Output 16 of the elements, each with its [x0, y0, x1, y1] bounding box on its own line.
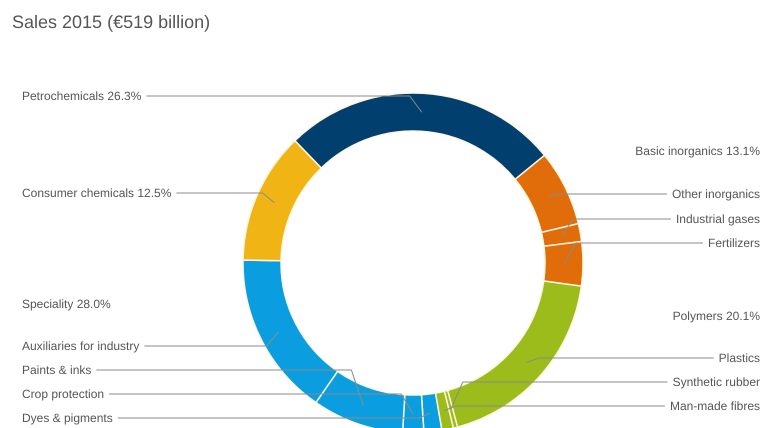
slice-label: Auxiliaries for industry — [22, 339, 140, 353]
slice-label: Industrial gases — [676, 212, 760, 226]
slice-label: Other inorganics — [672, 187, 760, 201]
slice-label: Synthetic rubber — [672, 375, 760, 389]
slice-label: Consumer chemicals 12.5% — [22, 186, 172, 200]
chart-title: Sales 2015 (€519 billion) — [12, 12, 210, 33]
text: Speciality 28.0% — [22, 297, 112, 311]
slice-label: Plastics — [718, 351, 760, 365]
text: Polymers 20.1% — [672, 309, 760, 323]
slice-label: Man-made fibres — [670, 399, 760, 413]
slice-label: Dyes & pigments — [22, 411, 113, 425]
slice-label: Paints & inks — [22, 363, 92, 377]
slice-label: Petrochemicals 26.3% — [22, 89, 142, 103]
text: Basic inorganics 13.1% — [635, 144, 760, 158]
slice-label: Fertilizers — [708, 236, 760, 250]
slice-label: Crop protection — [22, 387, 104, 401]
